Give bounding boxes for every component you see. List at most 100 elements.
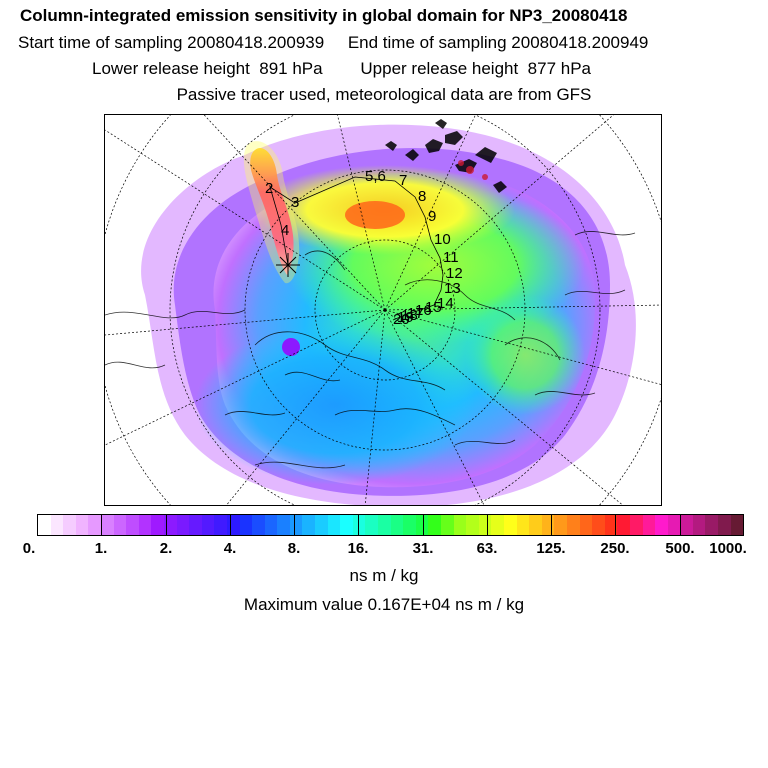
sensitivity-orange-spot — [345, 201, 405, 229]
traj-label-17: 17 — [407, 305, 424, 322]
colorbar-segment — [264, 515, 278, 535]
colorbar-segment — [138, 515, 152, 535]
colorbar-segment — [390, 515, 404, 535]
colorbar-label: 16. — [347, 540, 369, 557]
colorbar-segment — [352, 515, 366, 535]
colorbar-segment — [88, 515, 101, 535]
colorbar-tick — [615, 514, 616, 536]
colorbar-label: 2. — [159, 540, 173, 557]
colorbar-segment — [365, 515, 379, 535]
traj-label-3: 3 — [291, 194, 299, 211]
colorbar-segment — [629, 515, 643, 535]
colorbar-label: 1. — [94, 540, 108, 557]
colorbar-segment — [604, 515, 618, 535]
colorbar-segment — [453, 515, 467, 535]
colorbar-segment — [252, 515, 265, 535]
colorbar-segment — [315, 515, 328, 535]
colorbar-segment — [403, 515, 416, 535]
colorbar-label: 31. — [412, 540, 434, 557]
colorbar-segment — [226, 515, 240, 535]
colorbar-tick — [166, 514, 167, 536]
plot-title: Column-integrated emission sensitivity i… — [20, 6, 628, 25]
traj-label-10: 10 — [434, 231, 451, 248]
colorbar-segment — [655, 515, 668, 535]
colorbar-segment — [541, 515, 555, 535]
colorbar-label: 63. — [476, 540, 498, 557]
red-coastal-spots — [458, 160, 488, 180]
colorbar-segment — [478, 515, 492, 535]
colorbar-units: ns m / kg — [349, 566, 419, 585]
colorbar-segment — [692, 515, 706, 535]
colorbar-label: 4. — [223, 540, 237, 557]
colorbar-segment — [428, 515, 441, 535]
colorbar-segment — [327, 515, 341, 535]
traj-label-20: 20 — [393, 311, 410, 328]
colorbar-segment — [201, 515, 215, 535]
colorbar-segment — [151, 515, 164, 535]
sensitivity-plume — [250, 147, 294, 275]
traj-label-19: 19 — [397, 309, 414, 326]
traj-label-9: 9 — [428, 208, 436, 225]
colorbar-segment — [592, 515, 605, 535]
sampling-times: Start time of sampling 20080418.200939 E… — [18, 33, 649, 52]
colorbar-segment — [289, 515, 303, 535]
colorbar-segment — [441, 515, 454, 535]
colorbar-label: 8. — [287, 540, 301, 557]
colorbar-segment — [163, 515, 177, 535]
traj-label-4: 4 — [281, 222, 289, 239]
colorbar-label: 1000. — [709, 540, 747, 557]
colorbar-tick — [294, 514, 295, 536]
colorbar-segment — [705, 515, 719, 535]
trajectory-path — [269, 176, 444, 321]
colorbar-segment — [415, 515, 429, 535]
colorbar-segment — [667, 515, 681, 535]
colorbar-label: 125. — [536, 540, 566, 557]
traj-label-7: 7 — [399, 172, 407, 189]
colorbar-tick — [487, 514, 488, 536]
colorbar-tick — [230, 514, 231, 536]
colorbar-label: 500. — [665, 540, 695, 557]
colorbar-segment — [554, 515, 567, 535]
graticule — [105, 115, 661, 505]
colorbar-tick — [680, 514, 681, 536]
sensitivity-purple-spot — [282, 338, 300, 356]
colorbar-segment — [302, 515, 316, 535]
colorbar-segment — [277, 515, 290, 535]
colorbar-segment — [75, 515, 89, 535]
colorbar-segment — [63, 515, 76, 535]
tracer-note: Passive tracer used, meteorological data… — [176, 85, 592, 104]
colorbar-tick — [423, 514, 424, 536]
colorbar-segment — [189, 515, 202, 535]
colorbar-tick — [101, 514, 102, 536]
colorbar-segment — [718, 515, 731, 535]
colorbar-segment — [642, 515, 656, 535]
colorbar-segment — [680, 515, 693, 535]
colorbar-segment — [378, 515, 391, 535]
colorbar-tick — [551, 514, 552, 536]
colorbar-segment — [566, 515, 580, 535]
colorbar-segment — [340, 515, 353, 535]
release-heights: Lower release height 891 hPa Upper relea… — [92, 59, 591, 78]
colorbar-label: 0. — [22, 540, 36, 557]
traj-label-18: 18 — [401, 307, 418, 324]
colorbar-segment — [617, 515, 630, 535]
colorbar-tick — [358, 514, 359, 536]
traj-label-16: 16 — [415, 302, 432, 319]
colorbar-segment — [503, 515, 517, 535]
colorbar-segment — [50, 515, 64, 535]
maximum-value: Maximum value 0.167E+04 ns m / kg — [243, 595, 525, 614]
colorbar-segment — [579, 515, 593, 535]
colorbar-segment — [214, 515, 227, 535]
traj-label-13: 13 — [444, 280, 461, 297]
sensitivity-green-east — [465, 295, 585, 415]
traj-label-2: 2 — [265, 180, 273, 197]
colorbar-segment — [113, 515, 127, 535]
colorbar-segment — [38, 515, 51, 535]
emission-sensitivity-map: 2 3 4 5,6 7 8 9 10 11 12 13 14 15 16 17 … — [104, 114, 662, 506]
colorbar-label: 250. — [600, 540, 630, 557]
colorbar-segment — [491, 515, 504, 535]
colorbar-segment — [529, 515, 542, 535]
traj-label-15: 15 — [425, 299, 442, 316]
colorbar-segment — [516, 515, 530, 535]
colorbar-segment — [126, 515, 139, 535]
